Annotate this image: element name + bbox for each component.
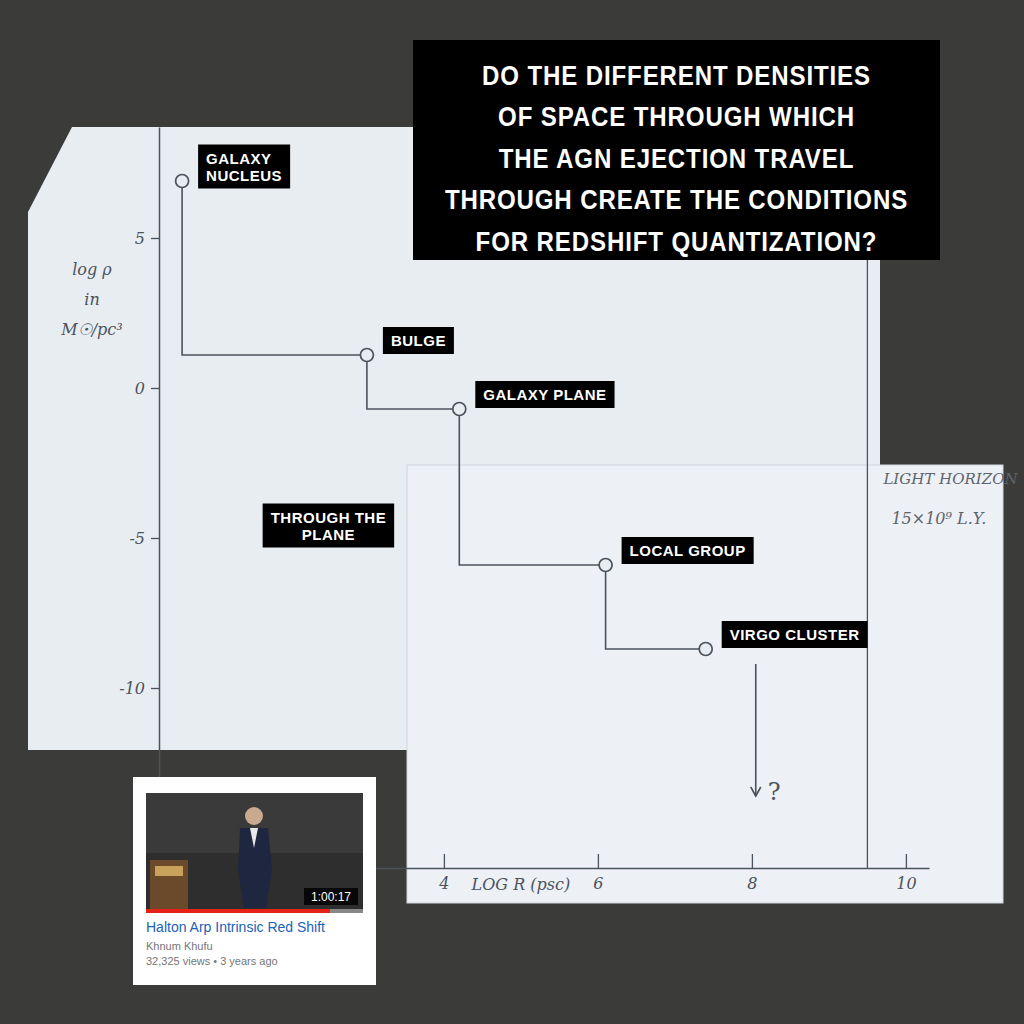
point-label: GALAXY PLANE	[483, 386, 606, 403]
point-label-group: BULGE	[383, 327, 454, 354]
y-axis: -10 -5 0 5	[119, 128, 159, 869]
y-tick: -5	[129, 529, 159, 548]
title-box	[413, 40, 940, 260]
title-line: THE AGN EJECTION TRAVEL	[499, 142, 855, 174]
point-label-group: LOCAL GROUP	[622, 537, 754, 564]
x-tick-mark	[598, 854, 599, 868]
thumbnail-wall	[146, 793, 363, 853]
thumbnail-lectern	[150, 860, 188, 909]
y-tick-label: -5	[129, 529, 145, 548]
chart-canvas: 4 6 8 10 -10 -5 0 5 LOG R (psc) log ρ in M☉/pc³? LIG…	[0, 0, 1024, 1024]
duration-box	[304, 888, 358, 905]
x-tick-label: 8	[747, 874, 757, 893]
y-axis-title: log ρ in M☉/pc³	[60, 260, 122, 339]
thumbnail-lectern-sign	[155, 866, 183, 876]
video-card[interactable]: 1:00:17 Halton Arp Intrinsic Red Shift Khn…	[133, 777, 376, 985]
y-tick-mark	[151, 688, 159, 689]
density-point	[699, 643, 712, 656]
point-label: BULGE	[391, 332, 446, 349]
x-tick-label: 4	[438, 874, 449, 893]
x-tick-mark	[444, 854, 445, 868]
y-tick: 0	[135, 379, 159, 398]
thumbnail-speaker-body	[238, 828, 272, 908]
x-tick-label: 10	[896, 874, 916, 893]
title: DO THE DIFFERENT DENSITIES OF SPACE THROU…	[445, 59, 908, 257]
y-axis-title-line: M☉/pc³	[60, 320, 122, 339]
light-horizon-label: LIGHT HORIZON	[882, 470, 1018, 488]
point-label: GALAXYNUCLEUS	[206, 150, 282, 184]
arrow-label: ?	[768, 778, 781, 806]
point-label-line: VIRGO CLUSTER	[730, 626, 860, 643]
y-tick-label: -10	[119, 679, 145, 698]
light-horizon-note: 15×10⁹ L.Y.	[891, 509, 986, 528]
y-axis-title-line: in	[84, 290, 99, 309]
right-paper	[407, 465, 1003, 903]
x-tick-label: 6	[593, 874, 603, 893]
progress-bar	[146, 909, 330, 913]
x-tick-mark	[906, 854, 907, 868]
point-label-line: LOCAL GROUP	[630, 542, 746, 559]
point-label-box	[622, 537, 754, 564]
point-label-group: GALAXY PLANE	[475, 381, 614, 408]
point-label-box	[722, 621, 868, 648]
density-point	[453, 403, 466, 416]
title-line: OF SPACE THROUGH WHICH	[498, 101, 855, 133]
video-thumbnail[interactable]	[146, 793, 363, 912]
x-axis-title: LOG R (psc)	[471, 875, 571, 894]
point-label-box	[198, 145, 290, 189]
title-line: THROUGH CREATE THE CONDITIONS	[445, 184, 908, 216]
y-tick-label: 5	[135, 229, 145, 248]
progress-track	[146, 909, 363, 913]
point-label: LOCAL GROUP	[630, 542, 746, 559]
annotation-line: THROUGH THE	[271, 509, 387, 526]
video-title[interactable]: Halton Arp Intrinsic Red Shift	[146, 919, 325, 935]
density-point	[599, 559, 612, 572]
question-arrow	[755, 664, 757, 796]
title-line: DO THE DIFFERENT DENSITIES	[482, 59, 871, 91]
x-tick-mark	[752, 854, 753, 868]
video-channel: Khnum Khufu	[146, 940, 213, 952]
point-label-line: GALAXY	[206, 150, 272, 167]
video-duration: 1:00:17	[311, 890, 351, 904]
density-point	[360, 349, 373, 362]
title-line: FOR REDSHIFT QUANTIZATION?	[476, 225, 878, 257]
y-tick: -10	[119, 679, 159, 698]
point-label-line: GALAXY PLANE	[483, 386, 606, 403]
annotation-box	[263, 504, 395, 548]
point-label-group: VIRGO CLUSTER	[722, 621, 868, 648]
annotation: THROUGH THEPLANE	[271, 509, 387, 543]
y-tick-mark	[151, 238, 159, 239]
x-tick: 4	[438, 854, 449, 893]
y-tick-label: 0	[135, 379, 145, 398]
point-label-box	[475, 381, 614, 408]
annotation-group: THROUGH THEPLANE	[263, 504, 395, 548]
x-tick: 10	[896, 854, 916, 893]
point-label-box	[383, 327, 454, 354]
thumbnail-speaker-head	[245, 807, 263, 825]
video-card-bg	[133, 777, 376, 985]
thumbnail-speaker-shirt	[250, 828, 258, 848]
point-label-line: NUCLEUS	[206, 167, 282, 184]
y-tick-mark	[151, 388, 159, 389]
point-label-group: GALAXYNUCLEUS	[198, 145, 290, 189]
point-label: VIRGO CLUSTER	[730, 626, 860, 643]
video-meta: 32,325 views • 3 years ago	[146, 955, 278, 967]
density-point	[176, 175, 189, 188]
point-label-line: BULGE	[391, 332, 446, 349]
y-axis-title-line: log ρ	[72, 260, 112, 279]
annotation-line: PLANE	[302, 526, 355, 543]
y-tick-mark	[151, 538, 159, 539]
y-tick: 5	[135, 229, 159, 248]
x-tick: 6	[593, 854, 603, 893]
x-tick: 8	[747, 854, 757, 893]
